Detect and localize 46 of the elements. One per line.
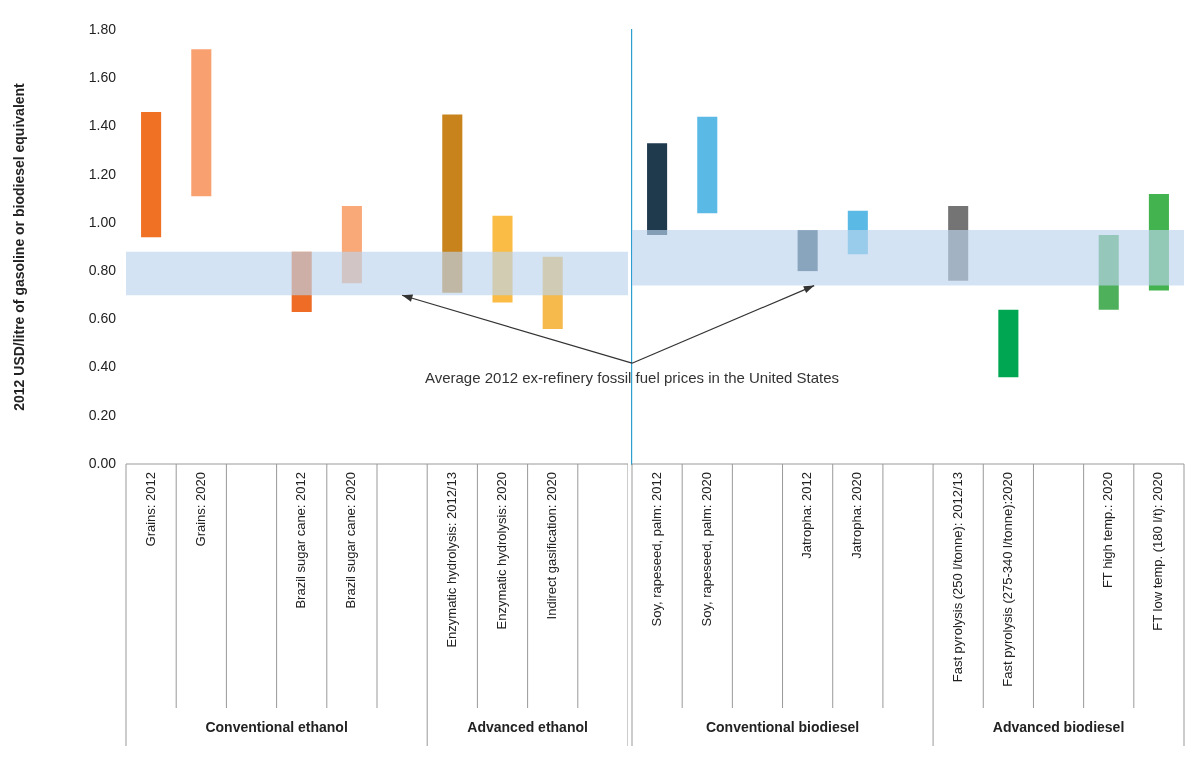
x-tick-label: Soy, rapeseed, palm: 2012 xyxy=(648,472,664,627)
x-tick-label: Soy, rapeseed, palm: 2020 xyxy=(698,472,714,627)
bar xyxy=(542,256,563,329)
y-tick-label: 0.80 xyxy=(88,261,117,278)
x-tick-label: Fast pyrolysis (250 l/tonne): 2012/13 xyxy=(949,472,965,683)
annotation: Average 2012 ex-refinery fossil fuel prices in the United States xyxy=(424,368,840,386)
bar xyxy=(341,206,362,284)
text: Conventional biodiesel xyxy=(705,718,860,735)
x-tick-label: Fast pyrolysis (275-340 l/tonne):2020 xyxy=(999,472,1015,687)
x-tick-label: Jatropha: 2020 xyxy=(849,472,865,559)
y-tick-label: 1.80 xyxy=(88,20,117,37)
y-tick-label: 0.20 xyxy=(88,406,117,423)
y-tick-label: 0.40 xyxy=(88,358,117,375)
x-tick-label: Indirect gasification: 2020 xyxy=(544,472,560,620)
bar xyxy=(141,111,162,238)
bar xyxy=(697,116,718,214)
x-tick-label: Grains: 2020 xyxy=(192,472,208,547)
text: Advanced biodiesel xyxy=(992,718,1125,735)
bar xyxy=(1148,193,1169,291)
y-tick-label: 1.60 xyxy=(88,69,117,86)
bar xyxy=(492,215,513,303)
bar xyxy=(847,210,868,255)
x-tick-label: FT low temp. (180 l/t): 2020 xyxy=(1150,472,1166,631)
bar xyxy=(1098,234,1119,310)
y-tick-label: 1.40 xyxy=(88,117,117,134)
x-tick-label: Grains: 2012 xyxy=(142,472,158,547)
bar xyxy=(998,309,1019,378)
x-tick-label: Brazil sugar cane: 2012 xyxy=(293,472,309,609)
y-tick-label: 0.60 xyxy=(88,310,117,327)
bar xyxy=(948,206,969,281)
x-tick-label: FT high temp.: 2020 xyxy=(1100,472,1116,589)
y-tick-label: 0.00 xyxy=(88,454,117,471)
bar xyxy=(797,230,818,272)
bar xyxy=(291,251,312,313)
text: Advanced ethanol xyxy=(467,718,588,735)
y-tick-label: 1.20 xyxy=(88,165,117,182)
bar xyxy=(647,143,668,235)
y-tick-label: 1.00 xyxy=(88,213,117,230)
y-axis-title: 2012 USD/litre of gasoline or biodiesel equivalent xyxy=(11,82,28,411)
x-tick-label: Brazil sugar cane: 2020 xyxy=(343,472,359,609)
bar xyxy=(191,49,212,197)
x-tick-label: Enzymatic hydrolysis: 2012/13 xyxy=(443,472,459,648)
x-tick-label: Jatropha: 2012 xyxy=(799,472,815,559)
x-tick-label: Enzymatic hydrolysis: 2020 xyxy=(494,472,510,630)
text: Conventional ethanol xyxy=(205,718,348,735)
bar xyxy=(442,114,463,293)
